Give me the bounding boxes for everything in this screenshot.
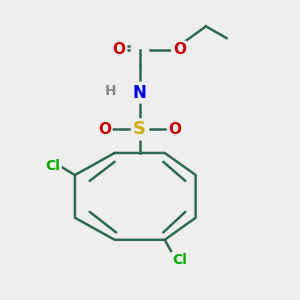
- Text: H: H: [104, 84, 116, 98]
- Text: O: O: [98, 122, 111, 137]
- Text: Cl: Cl: [172, 254, 187, 267]
- Text: N: N: [133, 84, 147, 102]
- Text: Cl: Cl: [45, 159, 60, 173]
- Text: O: O: [169, 122, 182, 137]
- Text: O: O: [173, 42, 186, 57]
- Text: S: S: [133, 120, 146, 138]
- Text: O: O: [112, 42, 126, 57]
